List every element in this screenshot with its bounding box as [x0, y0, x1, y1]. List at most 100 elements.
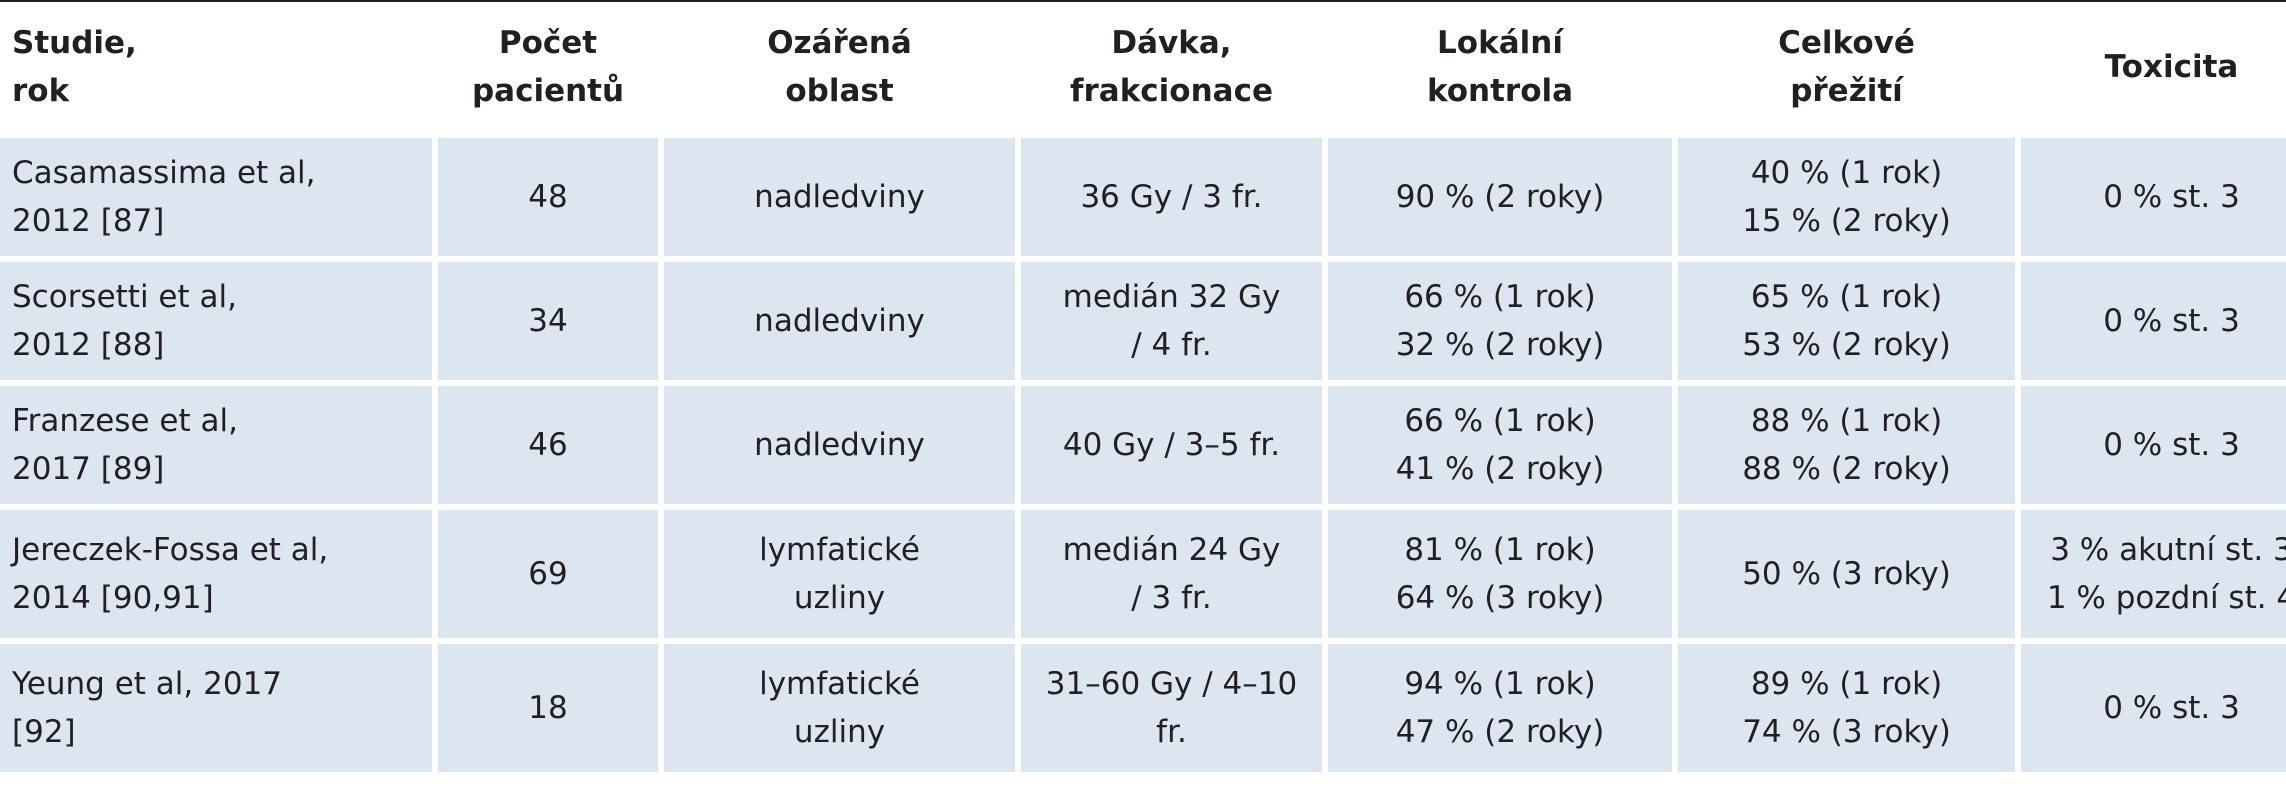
cell-line: Počet: [498, 25, 598, 61]
cell-line: 0 % st. 3: [2103, 427, 2240, 463]
cell-line: 88 % (1 rok): [1750, 403, 1943, 439]
cell-line: 94 % (1 rok): [1404, 666, 1596, 702]
cell-line: uzliny: [793, 714, 886, 750]
cell-line: nadledviny: [754, 427, 925, 463]
cell-line: 74 % (3 roky): [1742, 714, 1951, 750]
table-cell: 94 % (1 rok) 47 % (2 roky): [1328, 644, 1672, 772]
cell-line: kontrola: [1426, 73, 1574, 109]
cell-line: 1 % pozdní st. 4: [2046, 580, 2286, 616]
cell-line: oblast: [785, 73, 894, 109]
cell-line: pacientů: [471, 73, 625, 109]
table-body: Casamassima et al, 2012 [87] 48 nadledviny 3…: [0, 138, 2286, 772]
cell-line: uzliny: [793, 580, 886, 616]
table-cell: Yeung et al, 2017 [92]: [0, 644, 432, 772]
cell-line: 2017 [89]: [12, 451, 165, 487]
table-cell: 66 % (1 rok) 41 % (2 roky): [1328, 386, 1672, 504]
table-cell: 81 % (1 rok) 64 % (3 roky): [1328, 510, 1672, 638]
table-cell: 88 % (1 rok) 88 % (2 roky): [1678, 386, 2015, 504]
table-cell: 36 Gy / 3 fr.: [1021, 138, 1322, 256]
cell-line: Franzese et al,: [12, 403, 238, 439]
table-cell: Casamassima et al, 2012 [87]: [0, 138, 432, 256]
table-cell: 0 % st. 3: [2021, 138, 2286, 256]
cell-line: frakcionace: [1070, 73, 1273, 109]
table-wrap: Studie, rok Počet pacientů Ozářená oblast Dávk…: [0, 0, 2286, 772]
cell-line: Lokální: [1437, 25, 1563, 61]
table-cell: 3 % akutní st. 3 1 % pozdní st. 4: [2021, 510, 2286, 638]
table-cell: medián 24 Gy / 3 fr.: [1021, 510, 1322, 638]
cell-line: 40 % (1 rok): [1750, 155, 1943, 191]
cell-line: 69: [528, 556, 568, 592]
cell-line: 3 % akutní st. 3: [2050, 532, 2286, 568]
cell-line: / 4 fr.: [1131, 327, 1212, 363]
cell-line: 66 % (1 rok): [1404, 279, 1596, 315]
cell-line: 0 % st. 3: [2103, 303, 2240, 339]
cell-line: 88 % (2 roky): [1742, 451, 1951, 487]
cell-line: 47 % (2 roky): [1395, 714, 1605, 750]
table-row: Yeung et al, 2017 [92] 18 lymfatické uzliny 3…: [0, 644, 2286, 772]
table-row: Casamassima et al, 2012 [87] 48 nadledviny 3…: [0, 138, 2286, 256]
cell-line: rok: [12, 73, 70, 109]
header-cell: Počet pacientů: [438, 2, 658, 132]
table-cell: Scorsetti et al, 2012 [88]: [0, 262, 432, 380]
table-cell: lymfatické uzliny: [664, 644, 1015, 772]
cell-line: 53 % (2 roky): [1742, 327, 1951, 363]
table-cell: 34: [438, 262, 658, 380]
table-cell: 31–60 Gy / 4–10 fr.: [1021, 644, 1322, 772]
cell-line: přežití: [1790, 73, 1903, 109]
cell-line: Ozářená: [767, 25, 912, 61]
cell-line: Studie,: [12, 25, 137, 61]
cell-line: 66 % (1 rok): [1404, 403, 1596, 439]
cell-line: 81 % (1 rok): [1404, 532, 1596, 568]
table-cell: 40 Gy / 3–5 fr.: [1021, 386, 1322, 504]
header-cell: Celkové přežití: [1678, 2, 2015, 132]
header-row: Studie, rok Počet pacientů Ozářená oblast Dávk…: [0, 2, 2286, 132]
header-cell: Ozářená oblast: [664, 2, 1015, 132]
table-row: Jereczek-Fossa et al, 2014 [90,91] 69 lymfa…: [0, 510, 2286, 638]
cell-line: nadledviny: [754, 179, 925, 215]
cell-line: lymfatické: [759, 532, 920, 568]
cell-line: 31–60 Gy / 4–10: [1045, 666, 1298, 702]
table-cell: 90 % (2 roky): [1328, 138, 1672, 256]
cell-line: 64 % (3 roky): [1395, 580, 1605, 616]
cell-line: Casamassima et al,: [12, 155, 316, 191]
cell-line: Scorsetti et al,: [12, 279, 237, 315]
table-cell: nadledviny: [664, 262, 1015, 380]
cell-line: 46: [528, 427, 568, 463]
table-cell: 46: [438, 386, 658, 504]
table-cell: nadledviny: [664, 386, 1015, 504]
cell-line: 18: [528, 690, 568, 726]
table-cell: 40 % (1 rok) 15 % (2 roky): [1678, 138, 2015, 256]
table-cell: 65 % (1 rok) 53 % (2 roky): [1678, 262, 2015, 380]
cell-line: 48: [528, 179, 568, 215]
table-cell: 89 % (1 rok) 74 % (3 roky): [1678, 644, 2015, 772]
cell-line: Dávka,: [1111, 25, 1232, 61]
header-cell: Dávka, frakcionace: [1021, 2, 1322, 132]
cell-line: 0 % st. 3: [2103, 179, 2240, 215]
table-head: Studie, rok Počet pacientů Ozářená oblast Dávk…: [0, 2, 2286, 132]
cell-line: 34: [528, 303, 568, 339]
cell-line: / 3 fr.: [1131, 580, 1212, 616]
header-cell: Studie, rok: [0, 2, 432, 132]
cell-line: [92]: [12, 714, 76, 750]
cell-line: 41 % (2 roky): [1395, 451, 1605, 487]
results-table: Studie, rok Počet pacientů Ozářená oblast Dávk…: [0, 2, 2286, 772]
cell-line: 65 % (1 rok): [1750, 279, 1943, 315]
cell-line: 15 % (2 roky): [1742, 203, 1951, 239]
cell-line: fr.: [1156, 714, 1187, 750]
table-cell: 66 % (1 rok) 32 % (2 roky): [1328, 262, 1672, 380]
table-cell: Jereczek-Fossa et al, 2014 [90,91]: [0, 510, 432, 638]
cell-line: nadledviny: [754, 303, 925, 339]
table-cell: 0 % st. 3: [2021, 262, 2286, 380]
cell-line: Toxicita: [2104, 49, 2239, 85]
cell-line: Jereczek-Fossa et al,: [12, 532, 329, 568]
cell-line: medián 32 Gy: [1062, 279, 1281, 315]
table-row: Franzese et al, 2017 [89] 46 nadledviny 40 G…: [0, 386, 2286, 504]
table-cell: nadledviny: [664, 138, 1015, 256]
table-cell: Franzese et al, 2017 [89]: [0, 386, 432, 504]
header-cell: Toxicita: [2021, 2, 2286, 132]
cell-line: 0 % st. 3: [2103, 690, 2240, 726]
cell-line: 36 Gy / 3 fr.: [1080, 179, 1263, 215]
cell-line: 2012 [87]: [12, 203, 165, 239]
cell-line: 90 % (2 roky): [1395, 179, 1605, 215]
